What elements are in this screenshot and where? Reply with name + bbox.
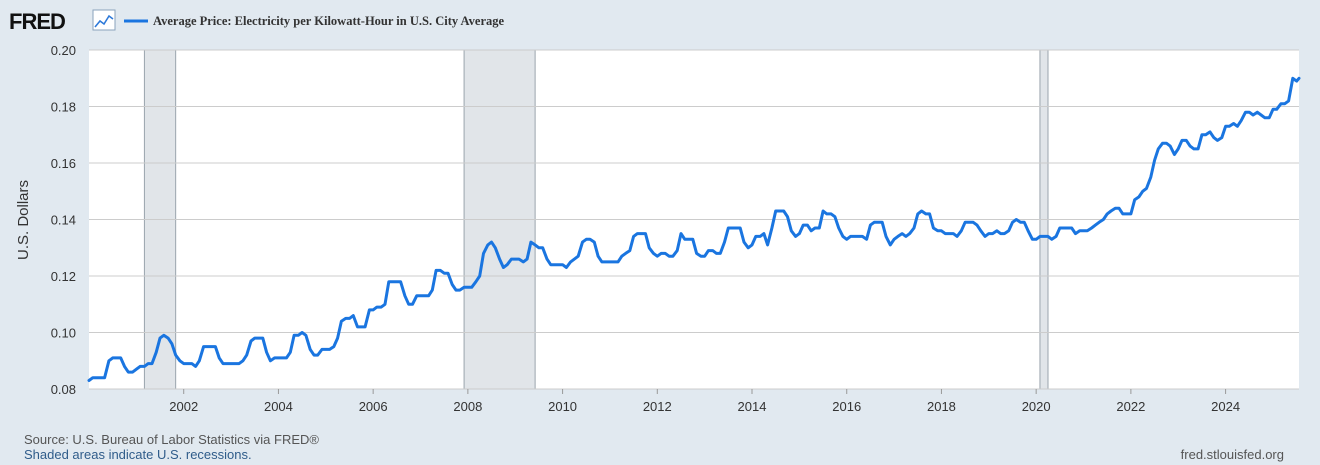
legend-label: Average Price: Electricity per Kilowatt-…	[153, 14, 505, 28]
x-tick-label: 2004	[264, 399, 293, 414]
x-axis-ticks: 2002 2004 2006 2008 2010 2012 2014 2016 2018 2020…	[169, 389, 1240, 414]
x-tick-label: 2010	[548, 399, 577, 414]
gridlines	[89, 49, 1299, 390]
x-tick-label: 2006	[359, 399, 388, 414]
x-tick-label: 2018	[927, 399, 956, 414]
recession-note: Shaded areas indicate U.S. recessions.	[24, 447, 252, 462]
line-chart-icon	[92, 9, 116, 31]
site-link[interactable]: fred.stlouisfed.org	[1180, 447, 1284, 462]
y-axis-ticks: 0.08 0.10 0.12 0.14 0.16 0.18 0.20	[51, 43, 76, 397]
x-tick-label: 2008	[453, 399, 482, 414]
legend: Average Price: Electricity per Kilowatt-…	[124, 14, 505, 28]
y-tick-label: 0.14	[51, 213, 76, 228]
y-tick-label: 0.12	[51, 269, 76, 284]
y-tick-label: 0.18	[51, 100, 76, 115]
y-tick-label: 0.16	[51, 156, 76, 171]
y-tick-label: 0.08	[51, 382, 76, 397]
x-tick-label: 2022	[1116, 399, 1145, 414]
y-tick-label: 0.20	[51, 43, 76, 58]
series-layer	[87, 76, 1301, 382]
fred-logo-text: FRED	[9, 9, 65, 34]
source-note: Source: U.S. Bureau of Labor Statistics …	[24, 432, 319, 447]
series-line-0	[87, 76, 1301, 382]
fred-logo[interactable]: FRED	[9, 9, 116, 34]
x-tick-label: 2020	[1022, 399, 1051, 414]
x-tick-label: 2014	[738, 399, 767, 414]
y-axis-label: U.S. Dollars	[15, 180, 32, 260]
x-tick-label: 2012	[643, 399, 672, 414]
y-tick-label: 0.10	[51, 326, 76, 341]
x-tick-label: 2024	[1211, 399, 1240, 414]
x-tick-label: 2016	[832, 399, 861, 414]
x-tick-label: 2002	[169, 399, 198, 414]
